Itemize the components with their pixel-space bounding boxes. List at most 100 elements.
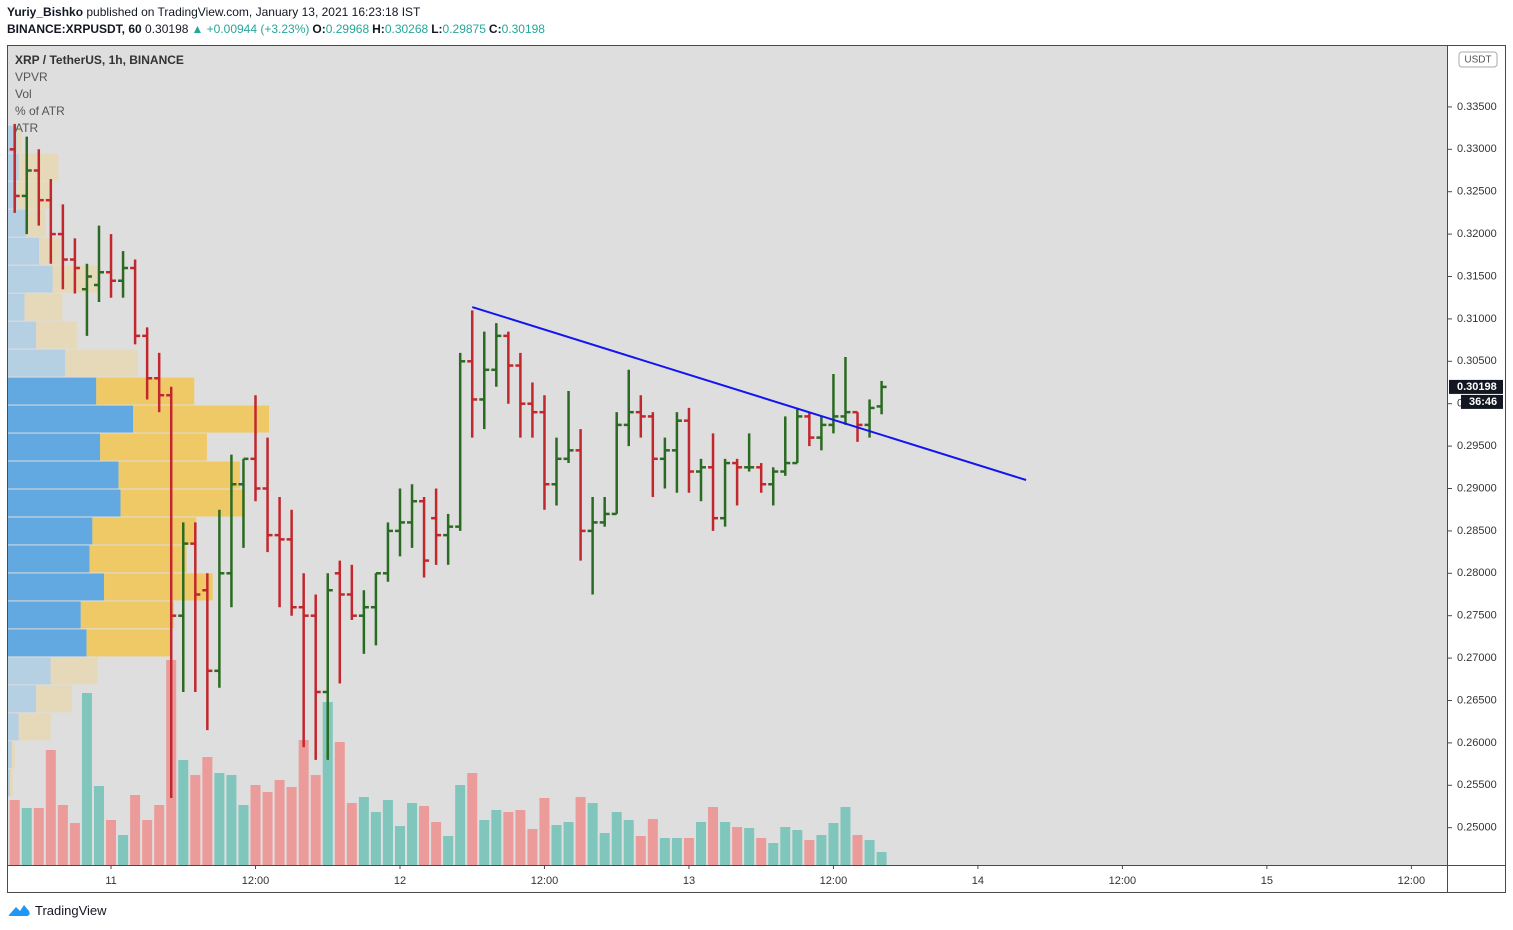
chart: USDT 0.25000 0.25500 0.26000 0.26500 0.27000… [7, 45, 1506, 893]
profile-up [7, 321, 37, 349]
footer: TradingView [7, 902, 107, 918]
last-price-box [1449, 379, 1503, 394]
y-tick-label: 0.28500 [1457, 525, 1497, 537]
profile-up [7, 741, 12, 769]
profile-up [7, 573, 105, 601]
profile-up [7, 349, 66, 377]
profile-up [7, 377, 97, 405]
volume-bar [286, 787, 297, 865]
volume-bar [852, 835, 863, 865]
profile-down [65, 349, 138, 377]
brand-logo [8, 905, 30, 916]
l-label: L: [431, 22, 443, 36]
axis-unit: USDT [1464, 55, 1491, 66]
volume-bar [81, 693, 92, 865]
volume-bar [334, 742, 345, 865]
header: Yuriy_Bishko published on TradingView.co… [7, 4, 548, 38]
profile-down [120, 489, 245, 517]
volume-bar [671, 838, 682, 865]
frame [7, 45, 1506, 893]
trendline [471, 306, 1027, 481]
profile-down [16, 125, 22, 153]
volume-bar [756, 838, 767, 865]
volume-bar [539, 798, 550, 865]
volume-bar [346, 803, 357, 865]
volume-bar [57, 805, 68, 865]
x-tick-label: 12:00 [531, 875, 559, 887]
countdown-box [1461, 394, 1503, 409]
profile-up [7, 685, 37, 713]
volume-bar [780, 827, 791, 865]
volume-bar [443, 836, 454, 865]
volume-bar [515, 810, 526, 865]
volume-bar [262, 792, 273, 865]
plot [7, 123, 1027, 865]
y-tick-label: 0.26500 [1457, 694, 1497, 706]
y-tick-label: 0.32500 [1457, 186, 1497, 198]
profile-down [36, 685, 73, 713]
change: ▲ +0.00944 (+3.23%) [191, 22, 310, 36]
volume-bar [708, 807, 719, 865]
y-tick-label: 0.29000 [1457, 482, 1497, 494]
header-line-1: Yuriy_Bishko published on TradingView.co… [7, 4, 548, 21]
x-tick-label: 12:00 [1398, 875, 1426, 887]
profile-up [7, 489, 121, 517]
profile-up [7, 433, 101, 461]
volume-bar [635, 836, 646, 865]
volume-bar [720, 822, 731, 865]
volume-bar [575, 797, 586, 865]
volume-bar [178, 760, 189, 865]
volume-bar [768, 843, 779, 865]
volume-bar [695, 822, 706, 865]
profile-up [7, 405, 134, 433]
x-tick-label: 13 [683, 875, 695, 887]
published: published on TradingView.com, January 13… [86, 5, 421, 19]
y-tick-label: 0.26000 [1457, 737, 1497, 749]
indicator: ATR [15, 121, 38, 135]
profile-down [92, 517, 197, 545]
y-tick-label: 0.25000 [1457, 822, 1497, 834]
profile-down [86, 629, 172, 657]
volume-bar [587, 803, 598, 865]
volume-bar [370, 812, 381, 865]
profile-down [50, 657, 98, 685]
author[interactable]: Yuriy_Bishko [7, 5, 84, 19]
volume-bar [792, 830, 803, 865]
o-value: 0.29968 [325, 22, 370, 36]
volume-bar [154, 805, 165, 865]
volume-bar [840, 807, 851, 865]
symbol: BINANCE:XRPUSDT, 60 [7, 22, 142, 36]
volume-bar [118, 835, 129, 865]
volume-bar [467, 773, 478, 865]
volume-bar [491, 810, 502, 865]
volume-bar [226, 775, 237, 865]
profile-up [7, 769, 10, 797]
volume-bar [659, 838, 670, 865]
volume-bar [382, 800, 393, 865]
y-tick-label: 0.31500 [1457, 270, 1497, 282]
volume-bar [744, 828, 755, 865]
y-tick-label: 0.33000 [1457, 143, 1497, 155]
c-value: 0.30198 [501, 22, 545, 36]
volume-bar [274, 780, 285, 865]
volume-bar [864, 840, 875, 865]
volume-bar [599, 833, 610, 865]
profile-up [7, 461, 119, 489]
y-tick-label: 0.25500 [1457, 779, 1497, 791]
o-label: O: [312, 22, 326, 36]
indicator: Vol [15, 87, 32, 101]
indicator: VPVR [15, 70, 48, 84]
volume-bar [419, 806, 430, 865]
profile-up [7, 265, 53, 293]
volume-bar [202, 757, 213, 865]
h-value: 0.30268 [384, 22, 429, 36]
volume-bar [431, 822, 442, 865]
volume-bar [310, 775, 321, 865]
profile-up [7, 209, 27, 237]
x-tick-label: 15 [1261, 875, 1273, 887]
volume-bar [503, 812, 514, 865]
volume-bar [816, 835, 827, 865]
x-tick-label: 12:00 [242, 875, 270, 887]
unit-box [1458, 51, 1498, 68]
volume-bar [298, 740, 309, 865]
